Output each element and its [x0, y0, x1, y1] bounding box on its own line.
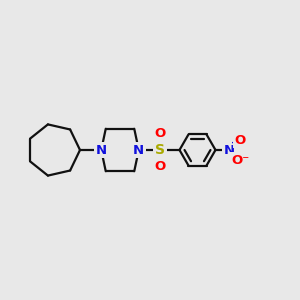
Text: O: O	[154, 160, 166, 173]
Text: O: O	[235, 134, 246, 146]
Text: N: N	[96, 143, 107, 157]
Text: S: S	[155, 143, 165, 157]
Text: N: N	[224, 143, 235, 157]
Text: +: +	[231, 138, 239, 148]
Text: O⁻: O⁻	[231, 154, 250, 166]
Text: N: N	[133, 143, 144, 157]
Text: O: O	[154, 127, 166, 140]
